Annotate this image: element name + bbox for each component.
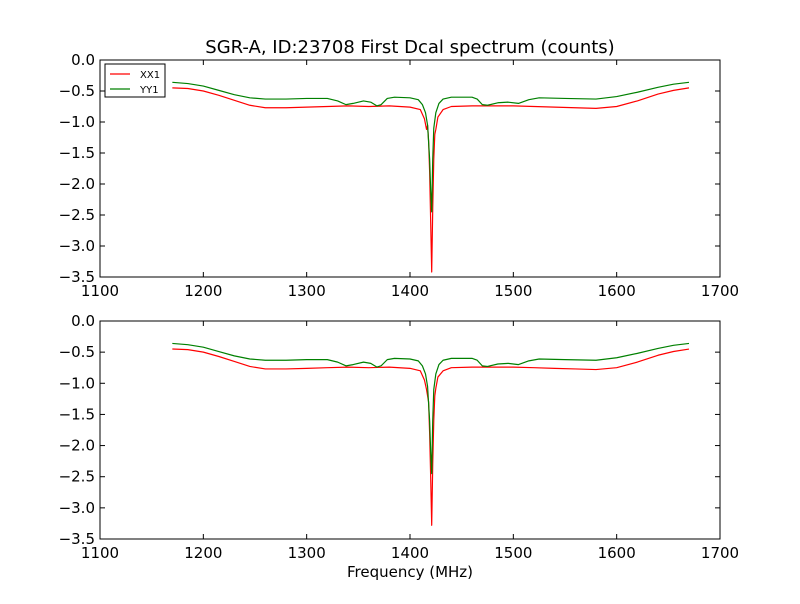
x-tick-label: 1100 (81, 544, 119, 562)
y-tick-label: −2.5 (59, 468, 95, 486)
legend: XX1 YY1 (104, 63, 166, 98)
y-tick-label: 0.0 (71, 312, 95, 330)
legend-label-yy1: YY1 (139, 85, 159, 96)
y-tick-label: −1.0 (59, 113, 95, 131)
x-tick-label: 1400 (391, 282, 429, 300)
bottom-subplot: 1100 1200 1300 1400 1500 1600 1700 0.0 −0.5 −1.0 −… (59, 312, 740, 562)
x-tick-label: 1700 (701, 544, 739, 562)
legend-box (104, 63, 166, 98)
y-tick-label: 0.0 (71, 51, 95, 69)
x-tick-label: 1600 (598, 544, 636, 562)
x-tick-label: 1100 (81, 282, 119, 300)
x-tick-label: 1500 (494, 544, 532, 562)
y-tick-label: −0.5 (59, 82, 95, 100)
chart-title: SGR-A, ID:23708 First Dcal spectrum (cou… (205, 37, 614, 58)
y-tick-label: −2.0 (59, 437, 95, 455)
x-tick-label: 1500 (494, 282, 532, 300)
x-tick-label: 1300 (288, 544, 326, 562)
x-tick-label: 1600 (598, 282, 636, 300)
series-line-red-panel-2 (172, 348, 690, 526)
y-tick-label: −3.5 (59, 530, 95, 548)
y-tick-label: −1.0 (59, 374, 95, 392)
legend-label-xx1: XX1 (140, 70, 160, 81)
y-tick-label: −3.5 (59, 268, 95, 286)
series-line-green-panel-2 (172, 342, 690, 475)
y-tick-label: −2.5 (59, 206, 95, 224)
x-tick-label: 1300 (288, 282, 326, 300)
y-tick-label: −0.5 (59, 343, 95, 361)
top-subplot: 1100 1200 1300 1400 1500 1600 1700 0.0 −0.5 −1.0 −… (59, 51, 740, 300)
series-line-yy1-panel-1 (172, 81, 690, 213)
y-tick-label: −1.5 (59, 144, 95, 162)
x-tick-label: 1200 (184, 544, 222, 562)
y-tick-label: −3.0 (59, 237, 95, 255)
x-tick-label: 1200 (184, 282, 222, 300)
y-tick-label: −1.5 (59, 405, 95, 423)
y-tick-label: −3.0 (59, 499, 95, 517)
series-line-xx1-panel-1 (172, 87, 690, 273)
x-axis-label: Frequency (MHz) (347, 563, 473, 581)
x-tick-label: 1400 (391, 544, 429, 562)
x-tick-label: 1700 (701, 282, 739, 300)
y-tick-label: −2.0 (59, 175, 95, 193)
